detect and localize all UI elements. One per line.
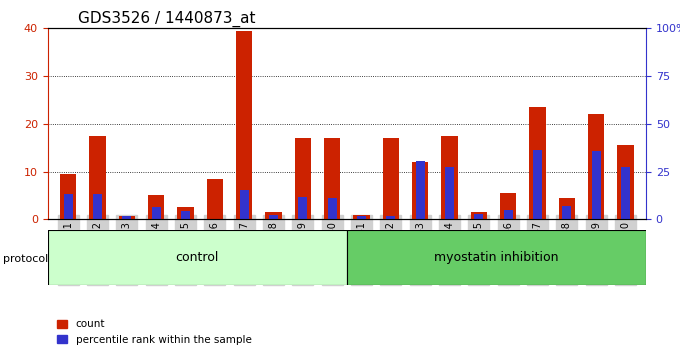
Bar — [533, 150, 542, 219]
Bar — [181, 211, 190, 219]
Bar — [122, 216, 131, 219]
Bar — [60, 174, 76, 219]
Bar — [236, 31, 252, 219]
Bar — [324, 138, 340, 219]
Bar — [210, 218, 219, 219]
Legend: count, percentile rank within the sample: count, percentile rank within the sample — [53, 315, 256, 349]
Bar — [621, 167, 630, 219]
Bar — [269, 215, 278, 219]
Bar — [240, 190, 248, 219]
Bar — [64, 194, 73, 219]
Bar — [562, 206, 571, 219]
FancyBboxPatch shape — [48, 230, 347, 285]
Bar — [299, 198, 307, 219]
Bar — [207, 179, 223, 219]
Bar — [152, 207, 160, 219]
Bar — [412, 162, 428, 219]
Bar — [471, 212, 487, 219]
Bar — [530, 107, 545, 219]
Bar — [294, 138, 311, 219]
Bar — [265, 212, 282, 219]
Bar — [617, 145, 634, 219]
Bar — [588, 114, 605, 219]
Bar — [148, 195, 164, 219]
Bar — [592, 151, 600, 219]
FancyBboxPatch shape — [347, 230, 646, 285]
Bar — [328, 199, 337, 219]
Bar — [559, 198, 575, 219]
Text: GDS3526 / 1440873_at: GDS3526 / 1440873_at — [78, 11, 255, 27]
Bar — [354, 215, 369, 219]
Bar — [475, 214, 483, 219]
Text: myostatin inhibition: myostatin inhibition — [434, 251, 559, 264]
Bar — [504, 210, 513, 219]
Text: control: control — [175, 251, 219, 264]
Bar — [357, 216, 366, 219]
Text: protocol: protocol — [3, 254, 49, 264]
Bar — [177, 207, 194, 219]
Bar — [445, 167, 454, 219]
Bar — [119, 216, 135, 219]
Bar — [89, 136, 105, 219]
Bar — [415, 161, 424, 219]
Bar — [500, 193, 516, 219]
Bar — [386, 216, 395, 219]
Bar — [441, 136, 458, 219]
Bar — [383, 138, 399, 219]
Bar — [93, 194, 102, 219]
FancyBboxPatch shape — [48, 230, 646, 285]
